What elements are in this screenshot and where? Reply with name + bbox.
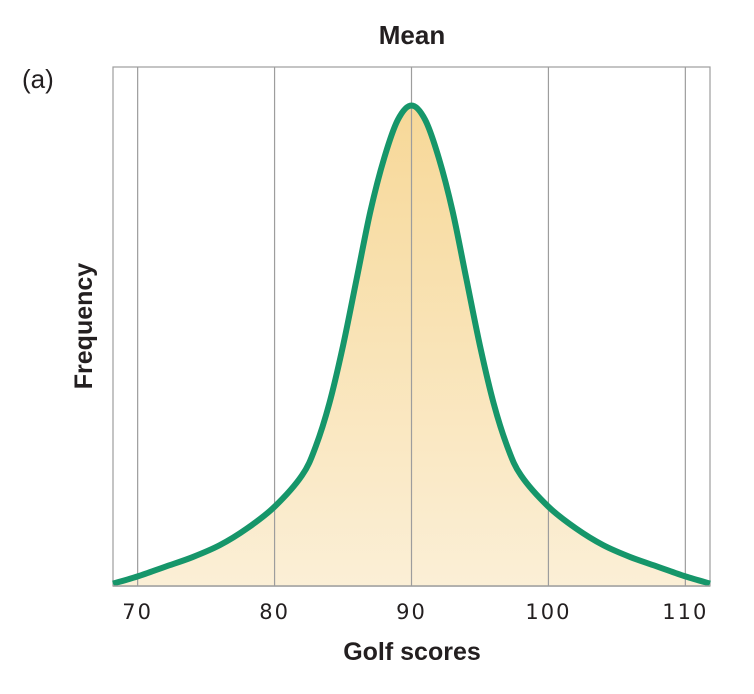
- gridlines: [137, 67, 686, 586]
- x-axis-label: Golf scores: [343, 638, 481, 666]
- x-tick-label-70: 70: [122, 600, 153, 624]
- x-tick-label-80: 80: [259, 600, 290, 624]
- x-tick-label-110: 110: [662, 600, 708, 624]
- x-tick-label-90: 90: [396, 600, 427, 624]
- distribution-curve: [112, 102, 711, 587]
- x-tick-label-100: 100: [525, 600, 571, 624]
- chart-title: Mean: [379, 20, 445, 50]
- y-axis-label: Frequency: [70, 263, 98, 390]
- x-tick-labels: 70 80 90 100 110: [122, 600, 708, 624]
- panel-label: (a): [22, 64, 54, 94]
